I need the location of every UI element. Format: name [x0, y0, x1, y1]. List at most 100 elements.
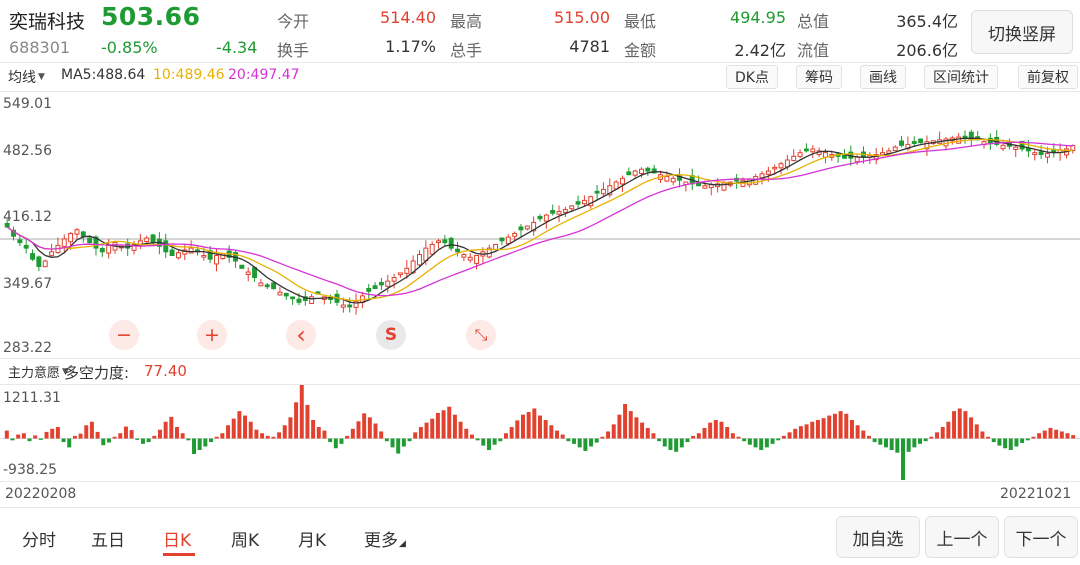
dk-point-button[interactable]: DK点	[726, 65, 778, 89]
dropdown-arrow-icon: ▼	[38, 72, 45, 82]
scroll-left-button[interactable]: ‹	[286, 320, 316, 350]
candle-body	[708, 184, 714, 189]
indicator-bar	[685, 438, 690, 443]
indicator-bar	[1048, 427, 1053, 439]
indicator-bar	[299, 385, 304, 439]
candle-body	[1032, 152, 1038, 156]
candle-body	[201, 254, 207, 258]
indicator-selector[interactable]: 主力意愿 ▼	[8, 362, 69, 381]
indicator-bar	[509, 427, 514, 439]
indicator-bar	[1042, 430, 1047, 439]
indicator-bar	[730, 433, 735, 439]
chip-button[interactable]: 筹码	[796, 65, 842, 89]
indicator-bar	[226, 425, 231, 439]
fullscreen-icon[interactable]: ⤡	[466, 320, 496, 350]
indicator-bar	[657, 438, 662, 442]
indicator-bar	[918, 438, 923, 444]
zoom-in-button[interactable]: +	[197, 320, 227, 350]
indicator-bar	[946, 421, 951, 439]
indicator-bar	[929, 436, 934, 439]
indicator-bar	[577, 438, 582, 448]
candle-body	[512, 232, 518, 237]
candle-body	[765, 170, 771, 175]
indicator-bar	[594, 438, 599, 443]
indicator-bar	[753, 438, 758, 448]
candle-body	[581, 199, 587, 205]
candle-body	[607, 185, 613, 196]
candle-body	[4, 222, 10, 228]
indicator-bar	[333, 438, 338, 449]
candle-body	[378, 281, 384, 286]
indicator-bar	[379, 431, 384, 439]
indicator-bar	[866, 435, 871, 439]
candle-body	[99, 248, 105, 253]
draw-line-button[interactable]: 画线	[860, 65, 906, 89]
indicator-bar	[708, 422, 713, 439]
indicator-bar	[549, 425, 554, 439]
previous-stock-button[interactable]: 上一个	[925, 516, 999, 558]
range-stats-button[interactable]: 区间统计	[924, 65, 998, 89]
candle-body	[404, 267, 410, 274]
indicator-bar	[952, 411, 957, 439]
candle-body	[626, 171, 632, 176]
indicator-bar	[106, 438, 111, 443]
candle-body	[778, 163, 784, 169]
tab-five-day[interactable]: 五日	[91, 531, 125, 551]
next-stock-button[interactable]: 下一个	[1004, 516, 1078, 558]
candle-body	[42, 260, 48, 268]
tab-weekly-k[interactable]: 周K	[231, 531, 260, 551]
indicator-bar	[328, 438, 333, 443]
indicator-bar	[339, 438, 344, 444]
ma-selector[interactable]: 均线 ▼	[8, 67, 45, 87]
indicator-bar	[538, 415, 542, 439]
zoom-out-button[interactable]: −	[109, 320, 139, 350]
candle-body	[600, 188, 606, 195]
indicator-bar	[265, 435, 270, 439]
indicator-bar	[787, 432, 792, 439]
indicator-bar	[872, 438, 877, 443]
indicator-chart[interactable]	[0, 385, 1080, 480]
candle-body	[1019, 140, 1025, 150]
quote-value-mktcap: 365.4亿	[896, 12, 958, 31]
indicator-bar	[486, 438, 491, 451]
candle-body	[702, 185, 708, 189]
candle-body	[746, 178, 752, 186]
candle-body	[575, 201, 581, 205]
candle-body	[264, 284, 270, 288]
tab-intraday[interactable]: 分时	[22, 531, 56, 551]
candle-body	[214, 254, 219, 265]
indicator-bar	[413, 432, 418, 439]
y-tick-label: 283.22	[3, 340, 52, 356]
add-watchlist-button[interactable]: 加自选	[836, 516, 920, 558]
change-percent: -0.85%	[101, 38, 158, 57]
tab-more[interactable]: 更多 ◢	[364, 526, 406, 551]
indicator-bar	[294, 402, 299, 439]
forward-adjust-button[interactable]: 前复权	[1018, 65, 1078, 89]
indicator-bar	[827, 415, 832, 439]
indicator-bar	[1003, 438, 1008, 449]
indicator-bar	[696, 433, 701, 439]
tab-daily-k[interactable]: 日K	[163, 531, 192, 551]
indicator-bar	[662, 438, 667, 447]
candlestick-chart[interactable]	[0, 92, 1080, 358]
indicator-selector-label: 主力意愿	[8, 366, 61, 381]
indicator-bar	[140, 438, 145, 444]
indicator-bar	[719, 421, 724, 439]
indicator-bar	[95, 431, 100, 439]
dropdown-arrow-icon: ▼	[62, 366, 69, 377]
quote-value-float: 206.6亿	[896, 41, 958, 60]
candle-body	[68, 232, 74, 243]
indicator-bar	[969, 417, 974, 439]
quote-value-amount: 2.42亿	[734, 41, 786, 60]
indicator-bar	[282, 425, 287, 439]
indicator-bar	[123, 426, 128, 439]
s-mark-button[interactable]: S	[376, 320, 406, 350]
indicator-bar	[583, 438, 588, 451]
switch-portrait-button[interactable]: 切换竖屏	[971, 10, 1073, 54]
indicator-bar	[390, 438, 395, 448]
tab-monthly-k[interactable]: 月K	[298, 531, 327, 551]
candle-body	[664, 176, 670, 182]
indicator-bar	[180, 433, 185, 439]
candle-body	[397, 272, 403, 276]
chart-top-border	[0, 91, 1080, 92]
